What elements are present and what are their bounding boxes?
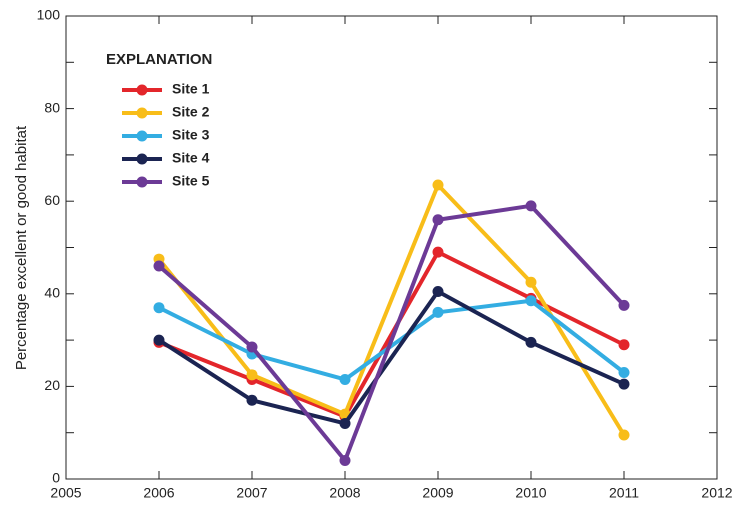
y-tick-label: 60 (44, 192, 60, 208)
legend-marker (136, 130, 148, 142)
data-point (618, 367, 630, 379)
data-point (339, 373, 351, 385)
data-point (339, 454, 351, 466)
legend-marker (136, 176, 148, 188)
data-point (432, 285, 444, 297)
series-line (158, 250, 625, 419)
x-tick-label: 2006 (143, 485, 174, 501)
data-point (432, 179, 444, 191)
y-axis-label: Percentage excellent or good habitat (13, 125, 30, 370)
data-point (525, 276, 537, 288)
data-point (153, 260, 165, 272)
x-tick-label: 2010 (515, 485, 546, 501)
x-tick-label: 2007 (236, 485, 267, 501)
series-line (157, 203, 626, 463)
data-point (246, 369, 258, 381)
data-point (432, 214, 444, 226)
legend-marker (136, 84, 148, 96)
data-point (153, 334, 165, 346)
legend-label: Site 5 (172, 173, 210, 189)
data-point (339, 417, 351, 429)
legend-title: EXPLANATION (106, 51, 212, 68)
y-tick-label: 40 (44, 285, 60, 301)
legend-marker (136, 153, 148, 165)
data-point (618, 429, 630, 441)
data-point (246, 394, 258, 406)
data-point (618, 339, 630, 351)
legend-label: Site 4 (172, 150, 210, 166)
legend-label: Site 2 (172, 104, 210, 120)
x-tick-label: 2009 (422, 485, 453, 501)
data-point (153, 302, 165, 314)
x-tick-label: 2005 (50, 485, 81, 501)
data-point (432, 246, 444, 258)
data-point (618, 378, 630, 390)
series-line (157, 182, 626, 437)
legend-label: Site 3 (172, 127, 210, 143)
x-tick-label: 2012 (701, 485, 732, 501)
plot-frame (65, 15, 718, 480)
data-point (432, 306, 444, 318)
data-point (525, 200, 537, 212)
x-tick-label: 2008 (329, 485, 360, 501)
y-tick-label: 100 (37, 7, 61, 23)
legend-label: Site 1 (172, 81, 210, 97)
y-tick-label: 80 (44, 99, 60, 115)
data-point (525, 336, 537, 348)
y-tick-label: 0 (52, 470, 60, 486)
data-point (618, 299, 630, 311)
data-point (246, 341, 258, 353)
data-point (525, 295, 537, 307)
x-tick-label: 2011 (609, 485, 639, 501)
series-line (157, 289, 625, 426)
y-tick-label: 20 (44, 377, 60, 393)
series-line (158, 298, 626, 382)
legend-marker (136, 107, 148, 119)
